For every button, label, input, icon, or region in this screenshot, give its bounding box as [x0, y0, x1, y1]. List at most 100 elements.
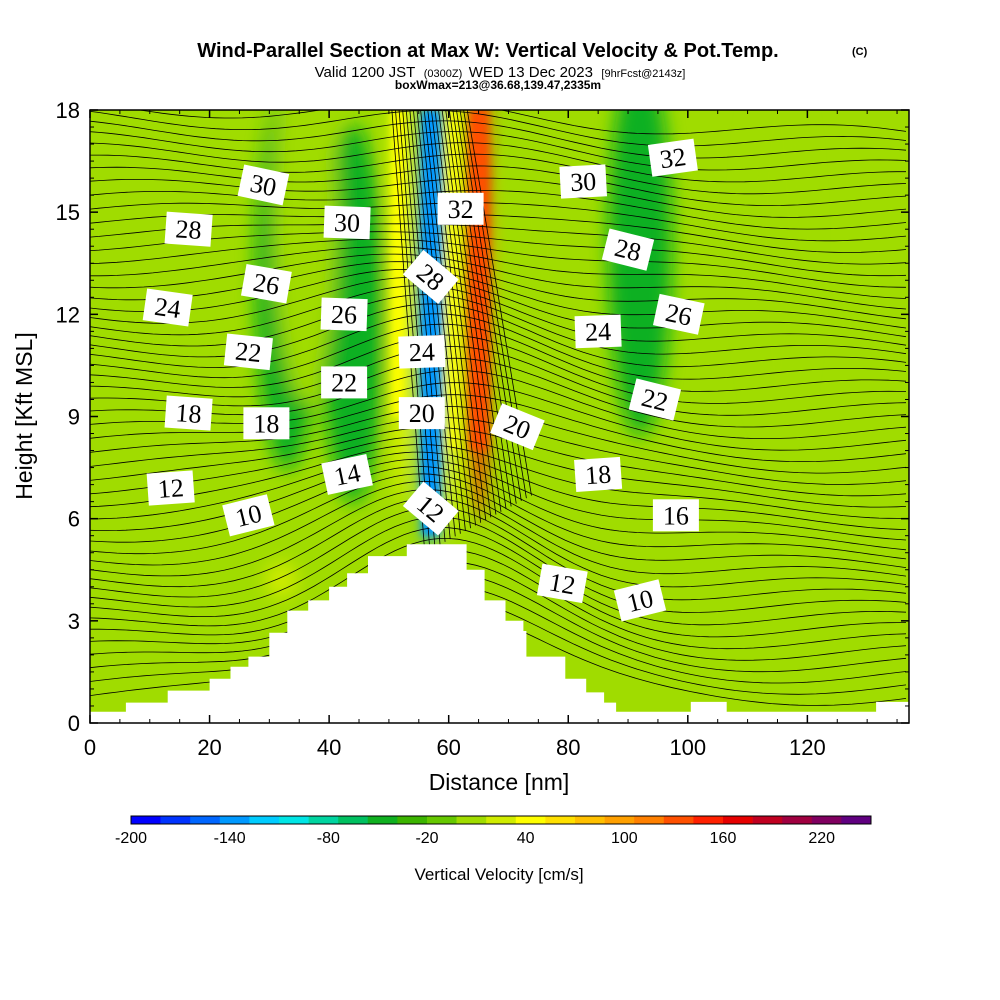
theta-label-5: 28	[164, 211, 213, 247]
theta-label-text-19: 20	[409, 399, 435, 428]
theta-label-text-18: 18	[253, 409, 279, 438]
colorbar-swatch-17	[634, 816, 665, 824]
colorbar-tick-label-6: 160	[710, 830, 737, 847]
colorbar-swatch-24	[841, 816, 872, 824]
downdraft-core	[421, 110, 440, 536]
wave-isentrope-1	[395, 110, 431, 551]
y-tick-label-1: 3	[68, 609, 80, 634]
wave-isentrope-4	[405, 110, 446, 542]
x-tick-label-0: 0	[84, 735, 96, 760]
theta-label-text-5: 28	[175, 214, 203, 245]
colorbar-swatch-15	[575, 816, 605, 824]
isentrope-45	[90, 165, 907, 207]
colorbar-swatch-11	[456, 816, 487, 824]
y-tick-label-4: 12	[56, 302, 80, 327]
theta-label-11: 24	[142, 288, 193, 327]
wave-isentrope-0	[391, 110, 426, 553]
isentrope-4	[90, 561, 907, 661]
x-tick-label-5: 100	[669, 735, 706, 760]
wave-isentrope-12	[434, 110, 487, 521]
theta-label-bg-3	[559, 164, 608, 199]
colorbar-title: Vertical Velocity [cm/s]	[414, 865, 583, 884]
colorbar-swatch-4	[249, 816, 280, 824]
theta-label-text-9: 26	[331, 300, 358, 330]
theta-label-16: 22	[628, 378, 682, 421]
x-tick-label-3: 60	[436, 735, 460, 760]
isentrope-41	[90, 213, 907, 253]
updraft-band-west	[391, 110, 404, 417]
colorbar-tick-label-5: 100	[611, 830, 638, 847]
colorbar-swatch-6	[308, 816, 339, 824]
theta-label-text-8: 26	[251, 268, 282, 301]
isentrope-34	[90, 268, 907, 329]
theta-label-bg-26	[222, 494, 275, 537]
isentrope-8	[90, 516, 907, 613]
theta-label-bg-24	[402, 481, 459, 536]
theta-label-bg-6	[402, 249, 459, 304]
wave-isentrope-15	[445, 110, 502, 512]
isentrope-36	[90, 253, 907, 310]
theta-label-2: 32	[437, 192, 484, 225]
colorbar-swatch-9	[397, 816, 428, 824]
theta-label-bg-23	[321, 453, 373, 495]
isentrope-18	[90, 435, 907, 508]
theta-label-text-3: 30	[569, 167, 596, 197]
theta-label-text-10: 26	[663, 298, 694, 332]
isentrope-48	[90, 131, 907, 171]
colorbar-tick-label-2: -80	[317, 830, 340, 847]
y-tick-label-2: 6	[68, 507, 80, 532]
wave-isentrope-3	[402, 110, 441, 545]
x-tick-label-1: 20	[197, 735, 221, 760]
isentrope-42	[90, 202, 907, 242]
theta-label-9: 26	[320, 297, 368, 332]
theta-label-text-11: 24	[153, 292, 183, 324]
theta-label-bg-16	[628, 378, 682, 421]
isentrope-12	[90, 481, 907, 568]
theta-label-text-15: 22	[331, 368, 357, 397]
w-feature-7	[745, 110, 810, 437]
colorbar-swatch-13	[515, 816, 546, 824]
updraft-core	[469, 110, 488, 451]
theta-label-bg-11	[142, 288, 193, 327]
isentrope-29	[90, 313, 907, 380]
colorbar-swatch-3	[219, 816, 250, 824]
theta-label-text-17: 18	[175, 398, 203, 429]
x-tick-label-6: 120	[789, 735, 826, 760]
isentrope-50	[90, 110, 907, 147]
theta-label-bg-17	[164, 395, 213, 431]
x-axis: 0 20 40 60 80 100 120	[84, 110, 898, 760]
isentrope-43	[90, 189, 907, 230]
isentrope-25	[90, 357, 907, 428]
theta-label-bg-12	[398, 335, 446, 369]
colorbar-swatch-10	[427, 816, 457, 824]
isentrope-19	[90, 426, 907, 497]
isentrope-5	[90, 549, 907, 650]
colorbar: -200 -140 -80 -20 40 100 160 220	[115, 815, 872, 847]
colorbar-tick-label-1: -140	[214, 830, 246, 847]
theta-label-8: 26	[240, 263, 292, 304]
isentrope-32	[90, 285, 907, 346]
y-tick-label-5: 15	[56, 200, 80, 225]
theta-label-26: 10	[222, 494, 275, 537]
colorbar-tick-label-4: 40	[517, 830, 535, 847]
theta-label-21: 18	[574, 456, 623, 492]
wave-isentrope-13	[438, 110, 492, 518]
colorbar-swatch-5	[279, 816, 309, 824]
theta-label-bg-27	[536, 563, 588, 604]
theta-label-10: 26	[652, 293, 705, 335]
colorbar-frame	[130, 815, 872, 825]
colorbar-swatch-14	[545, 816, 576, 824]
theta-label-text-14: 22	[234, 337, 263, 369]
isentrope-31	[90, 294, 907, 355]
theta-label-text-23: 14	[331, 458, 362, 492]
theta-label-3: 30	[559, 164, 608, 199]
theta-label-text-4: 32	[658, 142, 688, 174]
theta-label-bg-28	[613, 579, 667, 622]
isentrope-13	[90, 473, 907, 560]
potential-temperature-contours	[90, 110, 907, 706]
theta-label-27: 12	[536, 563, 588, 604]
theta-label-bg-9	[320, 297, 368, 332]
theta-label-18: 18	[243, 407, 290, 440]
